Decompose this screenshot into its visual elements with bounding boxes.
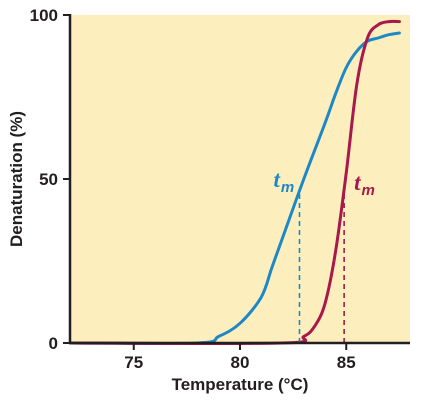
curve-series-1: [68, 31, 401, 345]
tm-lines-layer: [298, 188, 345, 343]
x-tick-label: 85: [337, 353, 356, 372]
x-axis-title: Temperature (°C): [172, 375, 309, 394]
y-tick-label: 50: [39, 170, 58, 189]
y-axis-title: Denaturation (%): [7, 111, 26, 247]
tm-label-subscript: m: [281, 179, 294, 196]
y-tick-label: 100: [30, 6, 58, 25]
tm-label-subscript: m: [362, 182, 375, 199]
x-tick-label: 80: [231, 353, 250, 372]
y-tick-label: 0: [49, 334, 58, 353]
x-tick-label: 75: [124, 353, 143, 372]
plot-background: [70, 15, 410, 343]
ticks-layer: 0 50 100 75 80 85: [30, 6, 356, 372]
